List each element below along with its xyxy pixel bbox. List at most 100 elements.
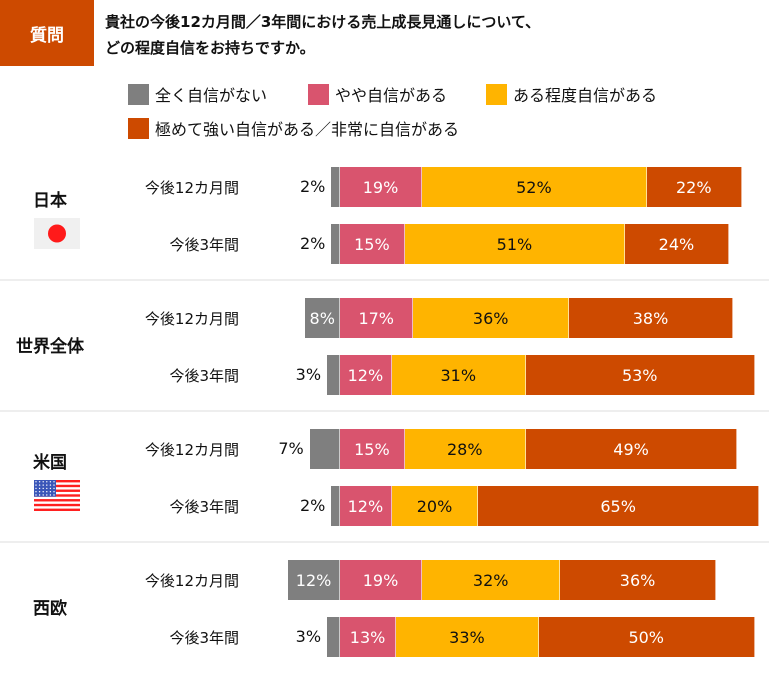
data-label-somewhat: 12%: [347, 496, 384, 516]
group-name: 西欧: [33, 599, 67, 619]
bar-segment-none: [309, 429, 340, 469]
group-name: 日本: [33, 191, 67, 211]
bar-segment-very: 53%: [525, 355, 755, 395]
bar-segment-very: 24%: [625, 224, 729, 264]
bar-segment-somewhat: 13%: [340, 617, 397, 657]
data-label-none: 2%: [299, 496, 326, 515]
bar-segment-moderate: 33%: [396, 617, 539, 657]
data-label-very: 65%: [600, 496, 636, 516]
legend-swatch-moderate: [486, 83, 507, 105]
data-label-none: 2%: [299, 234, 326, 253]
data-label-moderate: 51%: [496, 234, 533, 254]
row-label: 今後12カ月間: [144, 310, 239, 328]
data-label-none: 3%: [295, 365, 322, 384]
question-badge-label: 質問: [30, 25, 64, 46]
bar-segment-somewhat: 19%: [340, 560, 423, 600]
question-badge: 質問: [0, 0, 94, 66]
data-label-moderate: 52%: [516, 177, 552, 197]
legend-swatch-none: [128, 83, 149, 105]
bar-segment-very: 36%: [560, 560, 716, 600]
data-label-very: 38%: [632, 308, 669, 328]
bar-segment-moderate: 31%: [391, 355, 526, 395]
bar-segment-none: 12%: [288, 560, 340, 600]
group-0: 日本 今後12カ月間 2% 19% 52% 22% 今後3年間 2% 15% 51% 24%: [0, 150, 769, 281]
row-label: 今後3年間: [169, 629, 239, 647]
row-label: 今後12カ月間: [144, 441, 239, 459]
bar-segment-moderate: 51%: [404, 224, 626, 264]
data-label-very: 49%: [613, 439, 649, 459]
bar-segment-somewhat: 19%: [340, 167, 423, 207]
bar-segment-none: [331, 224, 340, 264]
bar-segment-somewhat: 17%: [340, 298, 414, 338]
data-label-very: 24%: [658, 234, 695, 254]
bar-segment-somewhat: 12%: [340, 355, 392, 395]
group-name: 世界全体: [16, 337, 84, 357]
row-label: 今後12カ月間: [144, 572, 239, 590]
data-label-very: 36%: [619, 570, 656, 590]
bar-segment-moderate: 52%: [422, 167, 647, 207]
data-label-somewhat: 15%: [354, 234, 390, 254]
data-label-somewhat: 12%: [347, 365, 384, 385]
bar-segment-somewhat: 15%: [340, 224, 405, 264]
bar-segment-very: 22%: [646, 167, 742, 207]
legend-label-somewhat: やや自信がある: [335, 86, 448, 105]
bar-segment-moderate: 28%: [404, 429, 526, 469]
bar-segment-somewhat: 15%: [340, 429, 405, 469]
group-name: 米国: [33, 453, 67, 473]
japan-flag-icon: [34, 218, 80, 249]
bar-segment-very: 49%: [525, 429, 738, 469]
bar-segment-moderate: 20%: [391, 486, 479, 526]
group-divider: [0, 279, 769, 281]
legend-item-very: 極めて強い自信がある／非常に自信がある: [128, 116, 459, 140]
data-label-moderate: 31%: [440, 365, 477, 385]
data-label-none: 12%: [295, 570, 332, 590]
legend-label-none: 全く自信がない: [155, 86, 268, 105]
data-label-somewhat: 19%: [362, 177, 399, 197]
bar-segment-none: 8%: [305, 298, 340, 338]
data-label-none: 3%: [295, 627, 322, 646]
bar-segment-none: [331, 486, 340, 526]
legend-swatch-somewhat: [308, 83, 329, 105]
data-label-none: 2%: [299, 177, 326, 196]
data-label-very: 22%: [675, 177, 712, 197]
bar-segment-none: [331, 167, 340, 207]
legend-label-very: 極めて強い自信がある／非常に自信がある: [155, 120, 460, 139]
row-label: 今後12カ月間: [144, 179, 239, 197]
data-label-very: 53%: [621, 365, 658, 385]
legend-swatch-very: [128, 117, 149, 139]
bar-segment-very: 65%: [478, 486, 760, 526]
bar-segment-none: [327, 355, 340, 395]
data-label-somewhat: 17%: [358, 308, 394, 328]
group-3: 西欧 今後12カ月間 12% 19% 32% 36% 今後3年間 3% 13% 33% 50%: [0, 541, 769, 674]
data-label-moderate: 33%: [449, 627, 485, 647]
row-label: 今後3年間: [169, 236, 239, 254]
data-label-none: 7%: [278, 439, 304, 458]
legend-label-moderate: ある程度自信がある: [513, 86, 658, 105]
bar-segment-very: 50%: [538, 617, 755, 657]
data-label-somewhat: 13%: [349, 627, 386, 647]
data-label-moderate: 28%: [446, 439, 483, 459]
bar-segment-moderate: 32%: [422, 560, 561, 600]
data-label-moderate: 32%: [472, 570, 509, 590]
group-1: 世界全体 今後12カ月間 8% 17% 36% 38% 今後3年間 3% 12% 31% 53%: [0, 279, 769, 412]
data-label-moderate: 20%: [416, 496, 453, 516]
data-label-moderate: 36%: [472, 308, 509, 328]
bar-segment-moderate: 36%: [413, 298, 569, 338]
bar-segment-very: 38%: [568, 298, 734, 338]
group-2: 米国 今後12カ月間 7% 15% 28% 49% 今後3年間 2% 12% 20% 65%: [0, 410, 769, 543]
question-line-1: 貴社の今後12カ月間／3年間における売上成長見通しについて、: [105, 13, 541, 31]
legend-item-somewhat: やや自信がある: [308, 82, 447, 106]
question-text: 貴社の今後12カ月間／3年間における売上成長見通しについて、 どの程度自信をお持…: [105, 9, 540, 61]
legend-item-moderate: ある程度自信がある: [486, 82, 657, 106]
group-divider: [0, 410, 769, 412]
bar-segment-none: [327, 617, 340, 657]
row-label: 今後3年間: [169, 498, 239, 516]
bar-segment-somewhat: 12%: [340, 486, 392, 526]
legend-item-none: 全く自信がない: [128, 82, 267, 106]
question-line-2: どの程度自信をお持ちですか。: [105, 39, 315, 57]
group-divider: [0, 541, 769, 543]
us-flag-icon: [34, 480, 80, 511]
data-label-very: 50%: [628, 627, 664, 647]
data-label-none: 8%: [309, 308, 335, 328]
data-label-somewhat: 15%: [354, 439, 390, 459]
